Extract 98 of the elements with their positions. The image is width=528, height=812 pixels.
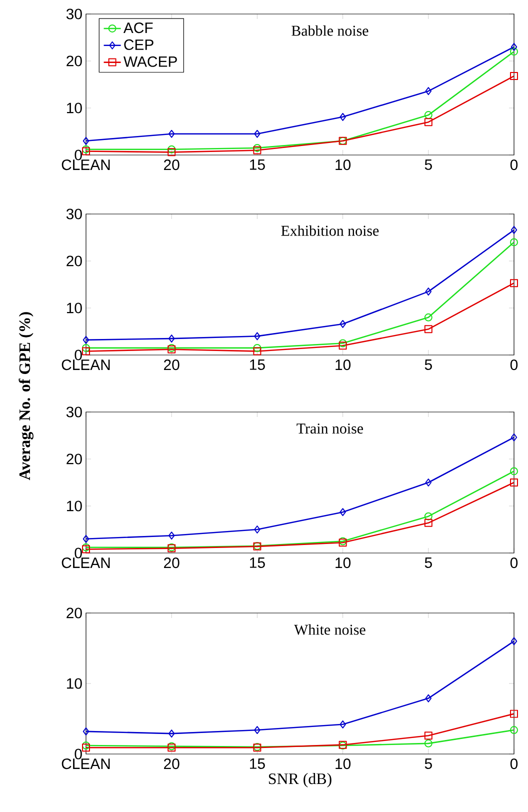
point [510,467,518,476]
x-tick-label: 5 [424,160,432,170]
x-tick-label: 10 [336,160,351,170]
x-tick-label: 20 [164,758,180,770]
y-tick-label: 20 [66,56,82,66]
point [82,347,90,356]
x-tick-label: 20 [164,558,180,568]
point [340,112,346,121]
point [168,730,175,738]
x-tick-label: 20 [164,360,180,370]
point [168,148,176,156]
legend-label: WACEP [123,56,177,67]
point [510,726,518,734]
y-tick-label: 10 [67,102,82,114]
y-tick-label: 0 [74,150,82,160]
y-tick-label: 20 [66,454,82,464]
point [253,344,262,352]
point [510,279,518,288]
legend-label: ACF [123,22,153,34]
point [254,525,260,534]
point [424,325,432,334]
point [253,144,262,152]
point [510,710,518,718]
point [168,145,176,154]
text: Babble noise [292,25,368,36]
point [340,320,346,328]
y-tick-label: 20 [66,608,82,618]
point [340,720,346,728]
point [254,332,260,340]
y-tick-label: 0 [74,548,82,558]
point [424,118,432,126]
y-tick-label: 30 [66,406,82,418]
x-tick-label: CLEAN [62,558,110,568]
point [424,512,432,520]
x-tick-label: 10 [336,558,351,568]
text: White noise [294,624,366,635]
x-tick-label: 15 [250,160,265,170]
x-tick-label: 0 [510,558,518,568]
y-tick-label: 30 [66,208,82,220]
x-tick-label: 0 [510,360,518,370]
x-tick-label: 15 [250,558,265,568]
point [82,136,90,145]
y-axis-title: Average No. of GPE (%) [18,312,34,480]
point [510,478,518,486]
point [254,130,260,138]
point [510,48,518,56]
x-tick-label: CLEAN [62,758,110,770]
x-tick-label: 0 [510,160,518,170]
x-tick-label: 5 [424,758,432,769]
x-tick-label: 0 [510,758,518,770]
y-tick-label: 20 [66,256,82,266]
point [340,508,346,516]
point [82,534,90,543]
point [168,334,175,343]
point [425,87,432,96]
point [82,344,90,352]
x-tick-label: CLEAN [62,160,110,170]
y-tick-label: 0 [74,350,82,360]
legend-label: CEP [124,39,154,50]
point [424,739,432,748]
point [253,146,262,154]
text: Train noise [296,424,363,434]
x-tick-label: 10 [336,360,351,370]
point [338,339,347,348]
x-tick-label: 5 [424,360,432,370]
point [425,694,432,702]
y-tick-label: 30 [66,8,82,20]
text: Exhibition noise [281,225,379,236]
point [510,433,518,442]
x-tick-label: 10 [336,758,351,770]
point [424,313,432,322]
x-tick-label: 15 [250,360,265,370]
x-tick-label: 15 [250,758,265,769]
point [424,732,432,740]
point [424,111,432,120]
point [424,518,432,527]
point [510,226,518,234]
y-tick-label: 0 [74,748,82,760]
point [510,637,518,646]
y-tick-label: 10 [67,678,82,689]
point [82,336,90,344]
x-tick-label: 5 [424,558,432,568]
x-tick-label: CLEAN [62,360,110,370]
point [168,130,175,138]
point [510,238,518,246]
point [510,42,518,51]
point [254,726,260,734]
point [82,727,90,736]
point [425,478,432,486]
point [338,342,347,350]
point [510,72,518,80]
point [168,532,175,540]
point [253,347,262,356]
x-axis-title: SNR (dB) [268,772,332,788]
point [425,288,432,296]
x-tick-label: 20 [164,160,180,170]
y-tick-label: 10 [67,302,82,314]
y-tick-label: 10 [67,500,82,512]
